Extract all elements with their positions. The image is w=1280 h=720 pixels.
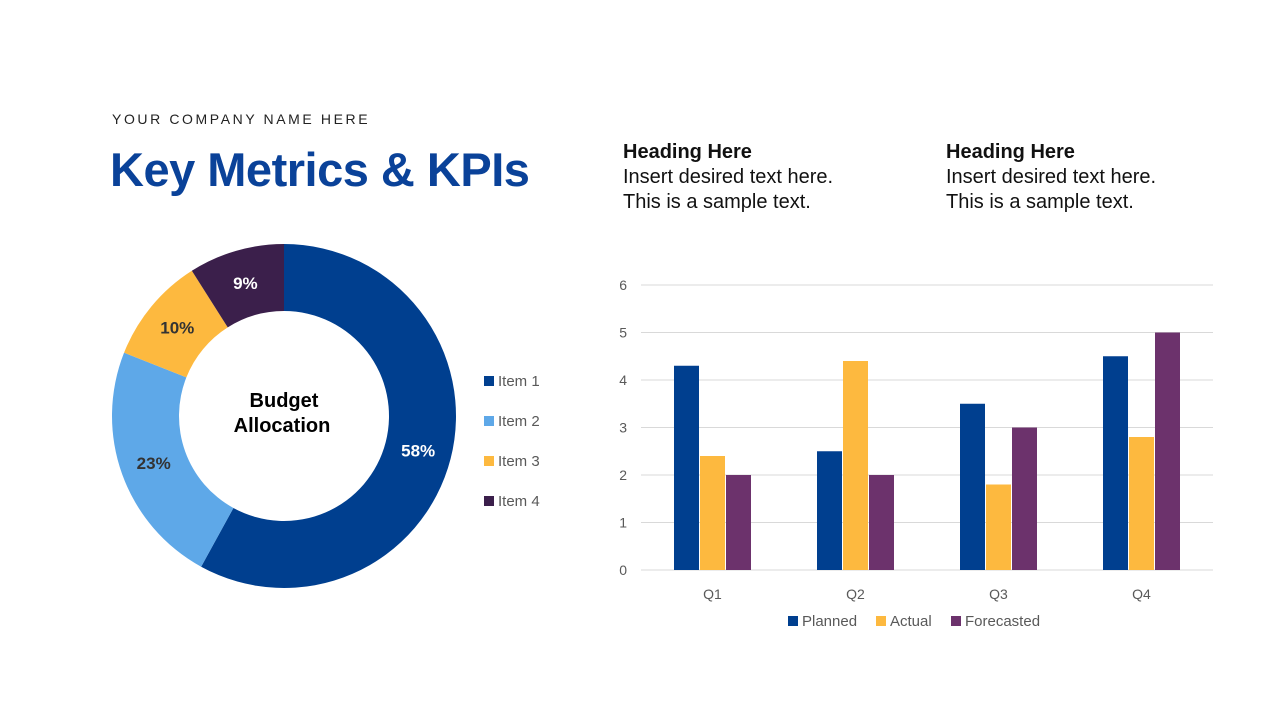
donut-slice-1 xyxy=(201,244,457,588)
x-tick-label: Q2 xyxy=(846,586,865,602)
bar-actual-q3 xyxy=(986,484,1011,570)
legend-swatch xyxy=(484,456,494,466)
legend-label: Item 3 xyxy=(498,453,540,470)
legend-swatch xyxy=(876,616,886,626)
text-block-line: Insert desired text here. xyxy=(623,166,834,188)
legend-swatch xyxy=(951,616,961,626)
bar-forecasted-q3 xyxy=(1012,427,1037,570)
text-block-1: Heading Here Insert desired text here. T… xyxy=(623,140,833,215)
x-tick-label: Q1 xyxy=(703,586,722,602)
bar-forecasted-q2 xyxy=(869,475,894,570)
y-tick-label: 2 xyxy=(619,467,627,483)
text-block-2: Heading Here Insert desired text here. T… xyxy=(946,140,1156,215)
donut-data-label: 10% xyxy=(160,319,194,338)
bar-planned-q2 xyxy=(817,451,842,570)
bar-planned-q3 xyxy=(960,403,985,570)
donut-chart: 58% 23% 10% 9% xyxy=(112,244,457,588)
bar-actual-q2 xyxy=(843,361,868,570)
legend-label: Item 2 xyxy=(498,413,540,430)
y-tick-label: 0 xyxy=(619,562,627,578)
page-title: Key Metrics & KPIs xyxy=(110,143,530,196)
donut-center-label: Allocation xyxy=(234,415,331,437)
text-block-heading: Heading Here xyxy=(946,141,1075,163)
donut-data-label: 58% xyxy=(401,441,435,460)
text-block-heading: Heading Here xyxy=(623,141,752,163)
donut-slice-2 xyxy=(112,352,234,567)
donut-center-label: Budget xyxy=(250,390,319,412)
legend-swatch xyxy=(484,496,494,506)
text-block-line: Insert desired text here. xyxy=(946,166,1157,188)
text-block-line: This is a sample text. xyxy=(946,191,1134,213)
x-tick-label: Q4 xyxy=(1132,586,1151,602)
legend-label: Forecasted xyxy=(965,613,1040,630)
donut-data-label: 9% xyxy=(233,274,258,293)
legend-label: Planned xyxy=(802,613,857,630)
bar-actual-q4 xyxy=(1129,437,1154,570)
bar-chart: 0 1 2 3 4 5 6 Q1 Q2 Q3 Q4 Planned Actual Forecasted xyxy=(619,277,1213,630)
y-tick-label: 4 xyxy=(619,372,627,388)
donut-data-label: 23% xyxy=(137,454,171,473)
bar-planned-q1 xyxy=(674,365,699,570)
y-tick-label: 3 xyxy=(619,420,627,436)
text-block-line: This is a sample text. xyxy=(623,191,811,213)
bar-planned-q4 xyxy=(1103,356,1128,570)
donut-slice-3 xyxy=(124,270,228,378)
y-tick-label: 5 xyxy=(619,325,627,341)
bar-forecasted-q4 xyxy=(1155,332,1180,570)
legend-swatch xyxy=(484,376,494,386)
y-tick-label: 1 xyxy=(619,515,627,531)
legend-swatch xyxy=(788,616,798,626)
legend-swatch xyxy=(484,416,494,426)
y-tick-label: 6 xyxy=(619,277,627,293)
legend-label: Item 4 xyxy=(498,493,540,510)
company-name: YOUR COMPANY NAME HERE xyxy=(112,111,371,127)
bar-actual-q1 xyxy=(700,456,725,570)
donut-slice-4 xyxy=(191,244,284,328)
bar-forecasted-q1 xyxy=(726,475,751,570)
donut-legend: Item 1 Item 2 Item 3 Item 4 xyxy=(484,373,540,510)
legend-label: Item 1 xyxy=(498,373,540,390)
legend-label: Actual xyxy=(890,613,932,630)
x-tick-label: Q3 xyxy=(989,586,1008,602)
